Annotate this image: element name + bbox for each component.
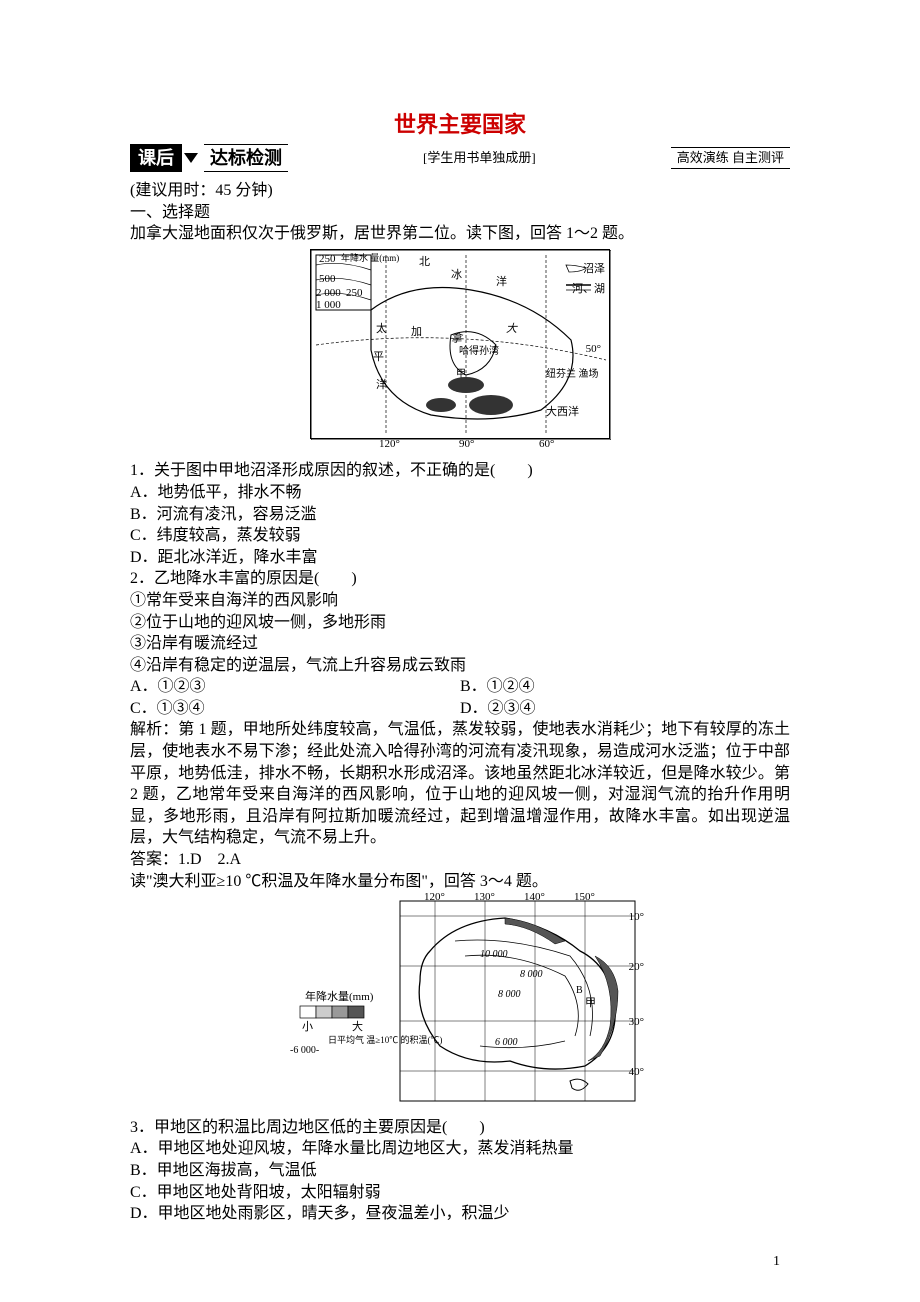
- fig2-lat10: 10°: [629, 910, 644, 925]
- answer-1: 答案：1.D 2.A: [130, 849, 790, 871]
- header-bar: 课后 达标检测 [学生用书单独成册] 高效演练 自主测评: [130, 144, 790, 172]
- time-hint: (建议用时：45 分钟): [130, 180, 790, 202]
- fig1-fishery: 纽芬兰 渔场: [546, 370, 599, 380]
- fig2-lat40: 40°: [629, 1065, 644, 1080]
- page-title: 世界主要国家: [130, 110, 790, 140]
- fig1-c1: 加: [411, 325, 422, 340]
- fig1-v500: 500: [319, 272, 336, 287]
- triangle-icon: [184, 153, 198, 163]
- map-australia: 年降水量(mm) 小 大 日平均气 温≥10℃ 的积温(℃) -6 000- 1…: [280, 896, 640, 1106]
- fig1-legend: 年降水 量(mm): [341, 252, 399, 264]
- q1-opt-c: C．纬度较高，蒸发较弱: [130, 525, 790, 547]
- fig2-rain-title: 年降水量(mm): [305, 990, 373, 1005]
- q3-opt-d: D．甲地区地处雨影区，晴天多，昼夜温差小，积温少: [130, 1203, 790, 1225]
- page-number: 1: [773, 1253, 780, 1272]
- q2-o1: ①常年受来自海洋的西风影响: [130, 590, 790, 612]
- q3-opt-c: C．甲地区地处背阳坡，太阳辐射弱: [130, 1182, 790, 1204]
- fig2-lon140: 140°: [524, 890, 545, 905]
- fig2-10000: 10 000: [480, 948, 508, 962]
- intro-text: 加拿大湿地面积仅次于俄罗斯，居世界第二位。读下图，回答 1～2 题。: [130, 223, 790, 245]
- header-right-note: 高效演练 自主测评: [671, 147, 790, 169]
- fig2-lat20: 20°: [629, 960, 644, 975]
- q2-opt-b: B．①②④: [460, 676, 790, 698]
- fig1-lon120: 120°: [379, 437, 400, 452]
- q2-opt-a: A．①②③: [130, 676, 460, 698]
- q1-opt-d: D．距北冰洋近，降水丰富: [130, 547, 790, 569]
- fig1-atlantic: 大西洋: [546, 405, 579, 420]
- fig1-pac1: 太: [376, 322, 387, 337]
- fig1-river: 河、湖: [572, 282, 605, 297]
- q1-opt-a: A．地势低平，排水不畅: [130, 482, 790, 504]
- fig1-jia: 甲: [456, 368, 466, 382]
- q2-o4: ④沿岸有稳定的逆温层，气流上升容易成云致雨: [130, 655, 790, 677]
- q1-stem: 1．关于图中甲地沼泽形成原因的叙述，不正确的是( ): [130, 460, 790, 482]
- fig1-v250: 250: [319, 252, 336, 267]
- fig2-jia: 甲: [585, 996, 596, 1011]
- fig1-lon90: 90°: [459, 437, 474, 452]
- q3-stem: 3．甲地区的积温比周边地区低的主要原因是( ): [130, 1117, 790, 1139]
- q2-opt-d: D．②③④: [460, 698, 790, 720]
- fig2-n6000: -6 000-: [290, 1044, 319, 1058]
- fig2-6000: 6 000: [495, 1036, 518, 1050]
- q2-opt-c: C．①③④: [130, 698, 460, 720]
- fig1-pac3: 洋: [376, 378, 387, 393]
- figure-2: 年降水量(mm) 小 大 日平均气 温≥10℃ 的积温(℃) -6 000- 1…: [130, 896, 790, 1113]
- header-box-label: 课后: [130, 144, 182, 172]
- fig1-hudson: 哈得孙湾: [459, 345, 499, 359]
- fig1-lon60: 60°: [539, 437, 554, 452]
- fig2-lon130: 130°: [474, 890, 495, 905]
- q2-stem: 2．乙地降水丰富的原因是( ): [130, 568, 790, 590]
- q1-opt-b: B．河流有凌汛，容易泛滥: [130, 504, 790, 526]
- fig1-v250b: 250: [346, 286, 363, 301]
- header-middle-note: [学生用书单独成册]: [288, 149, 671, 167]
- fig1-c3: 大: [506, 322, 517, 337]
- q3-opt-b: B．甲地区海拔高，气温低: [130, 1160, 790, 1182]
- document-body: (建议用时：45 分钟) 一、选择题 加拿大湿地面积仅次于俄罗斯，居世界第二位。…: [130, 180, 790, 1225]
- fig2-big: 大: [352, 1020, 363, 1035]
- figure-1: 250 年降水 量(mm) 500 2 000 250 1 000 北 冰 洋 …: [130, 249, 790, 447]
- fig2-B: B: [576, 984, 583, 998]
- fig1-yang: 洋: [496, 275, 507, 290]
- fig2-8000b: 8 000: [498, 988, 521, 1002]
- section-title: 一、选择题: [130, 202, 790, 224]
- fig1-ice: 冰: [451, 268, 462, 283]
- fig1-pac2: 平: [373, 350, 384, 365]
- fig2-lon150: 150°: [574, 890, 595, 905]
- fig2-small: 小: [302, 1020, 313, 1035]
- fig1-v1000: 1 000: [316, 298, 341, 313]
- analysis-1: 解析：第 1 题，甲地所处纬度较高，气温低，蒸发较弱，使地表水消耗少；地下有较厚…: [130, 719, 790, 849]
- fig1-swamp: 沼泽: [583, 262, 605, 277]
- fig2-lon120: 120°: [424, 890, 445, 905]
- header-sub-label: 达标检测: [204, 144, 288, 172]
- fig2-lat30: 30°: [629, 1015, 644, 1030]
- q3-opt-a: A．甲地区地处迎风坡，年降水量比周边地区大，蒸发消耗热量: [130, 1138, 790, 1160]
- intro-2: 读"澳大利亚≥10 ℃积温及年降水量分布图"，回答 3～4 题。: [130, 871, 790, 893]
- fig2-temp-note: 日平均气 温≥10℃ 的积温(℃): [328, 1036, 442, 1046]
- fig2-8000a: 8 000: [520, 968, 543, 982]
- fig1-north: 北: [419, 255, 430, 270]
- q2-o2: ②位于山地的迎风坡一侧，多地形雨: [130, 612, 790, 634]
- fig1-lat50: 50°: [586, 342, 601, 357]
- map-canada: 250 年降水 量(mm) 500 2 000 250 1 000 北 冰 洋 …: [310, 249, 610, 439]
- q2-o3: ③沿岸有暖流经过: [130, 633, 790, 655]
